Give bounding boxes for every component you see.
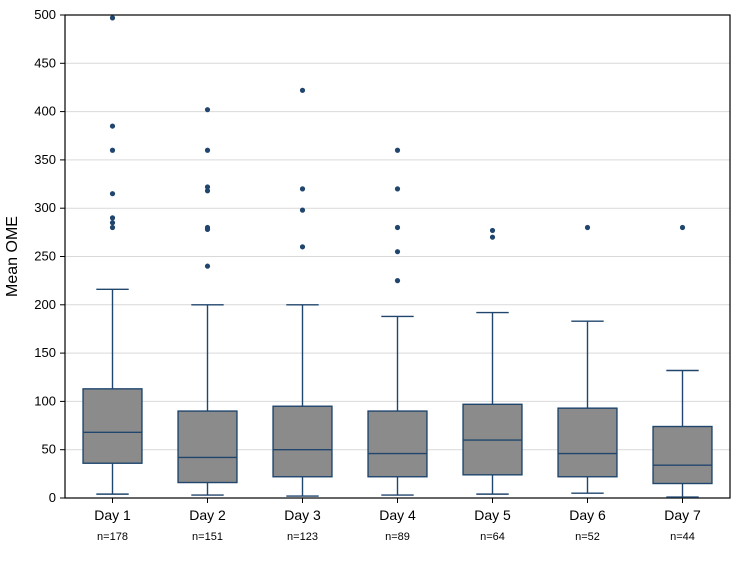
x-tick-label: Day 1 xyxy=(94,507,131,523)
y-axis-label: Mean OME xyxy=(4,216,21,297)
x-tick-label: Day 4 xyxy=(379,507,416,523)
box xyxy=(368,411,427,477)
outlier-point xyxy=(110,15,115,20)
outlier-point xyxy=(300,244,305,249)
y-tick-label: 250 xyxy=(34,249,56,264)
x-tick-label: Day 7 xyxy=(664,507,701,523)
outlier-point xyxy=(300,208,305,213)
outlier-point xyxy=(110,215,115,220)
y-tick-label: 400 xyxy=(34,104,56,119)
n-label: n=44 xyxy=(670,531,695,543)
chart-svg: 0 50 100 150 200 250 300 350 400 450 500 Day 1 n=178… xyxy=(0,0,750,563)
box xyxy=(83,389,142,463)
y-tick-label: 500 xyxy=(34,7,56,22)
outlier-point xyxy=(395,225,400,230)
x-tick-label: Day 5 xyxy=(474,507,511,523)
outlier-point xyxy=(110,191,115,196)
n-label: n=64 xyxy=(480,531,505,543)
n-label: n=151 xyxy=(192,531,223,543)
outlier-point xyxy=(490,228,495,233)
outlier-point xyxy=(110,220,115,225)
y-tick-label: 450 xyxy=(34,55,56,70)
x-tick-label: Day 6 xyxy=(569,507,606,523)
outlier-point xyxy=(395,148,400,153)
boxplot-chart: 0 50 100 150 200 250 300 350 400 450 500 Day 1 n=178… xyxy=(0,0,750,563)
y-tick-label: 100 xyxy=(34,393,56,408)
y-tick-label: 150 xyxy=(34,345,56,360)
y-tick-label: 0 xyxy=(49,490,56,505)
outlier-point xyxy=(585,225,590,230)
box xyxy=(273,406,332,477)
outlier-point xyxy=(300,88,305,93)
outlier-point xyxy=(110,123,115,128)
y-tick-label: 50 xyxy=(42,442,56,457)
box xyxy=(178,411,237,482)
box xyxy=(653,427,712,484)
y-tick-label: 200 xyxy=(34,297,56,312)
x-tick-label: Day 3 xyxy=(284,507,321,523)
outlier-point xyxy=(395,249,400,254)
outlier-point xyxy=(395,278,400,283)
outlier-point xyxy=(395,186,400,191)
outlier-point xyxy=(205,225,210,230)
outlier-point xyxy=(680,225,685,230)
n-label: n=178 xyxy=(97,531,128,543)
outlier-point xyxy=(300,186,305,191)
outlier-point xyxy=(205,107,210,112)
y-tick-label: 350 xyxy=(34,152,56,167)
n-label: n=89 xyxy=(385,531,410,543)
outlier-point xyxy=(490,235,495,240)
outlier-point xyxy=(110,148,115,153)
n-label: n=123 xyxy=(287,531,318,543)
x-tick-label: Day 2 xyxy=(189,507,226,523)
outlier-point xyxy=(205,148,210,153)
box xyxy=(558,408,617,477)
y-tick-label: 300 xyxy=(34,200,56,215)
outlier-point xyxy=(110,225,115,230)
outlier-point xyxy=(205,184,210,189)
outlier-point xyxy=(205,264,210,269)
n-label: n=52 xyxy=(575,531,600,543)
